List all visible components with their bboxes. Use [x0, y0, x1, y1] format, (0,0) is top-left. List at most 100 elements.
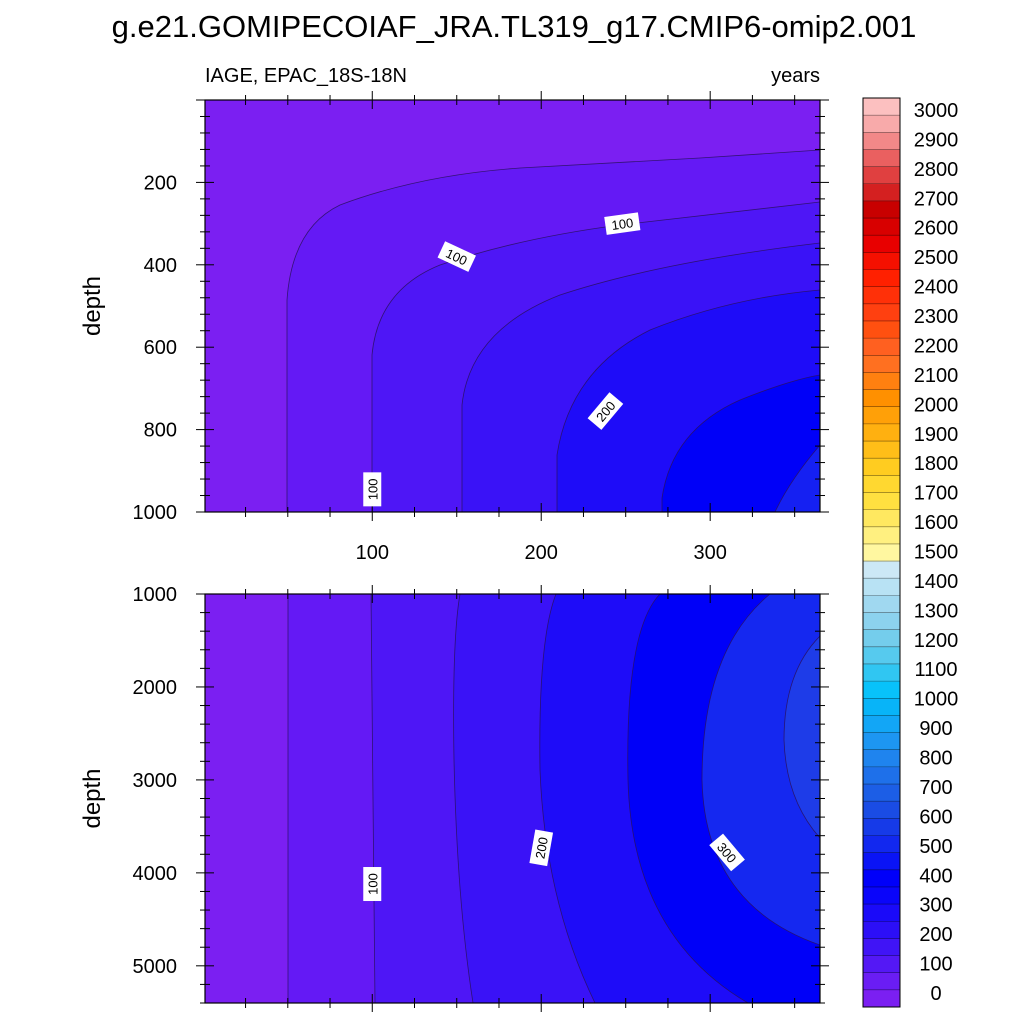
contour-label-text: 200: [532, 836, 551, 860]
colorbar-swatch: [863, 338, 900, 356]
colorbar-swatch: [863, 475, 900, 493]
upper-contour-line: [661, 374, 820, 512]
upper-panel-plot: [205, 100, 820, 512]
units-label: years: [771, 65, 820, 87]
colorbar-swatch: [863, 955, 900, 973]
colorbar-label: 1400: [914, 571, 959, 593]
contour-label-box: [529, 829, 554, 867]
upper-contour-line: [461, 242, 820, 512]
colorbar-label: 2200: [914, 335, 959, 357]
y-tick-label: 4000: [133, 863, 178, 885]
colorbar-label: 1300: [914, 600, 959, 622]
colorbar-swatch: [863, 320, 900, 339]
chart-title: g.e21.GOMIPECOIAF_JRA.TL319_g17.CMIP6-om…: [112, 9, 917, 44]
colorbar-swatch: [863, 492, 900, 510]
colorbar-swatch: [863, 766, 900, 785]
colorbar-label: 3000: [914, 100, 959, 122]
y-tick-label: 3000: [133, 770, 178, 792]
colorbar-swatch: [863, 286, 900, 305]
contour-label: 100: [604, 212, 641, 235]
colorbar-swatch: [863, 132, 900, 150]
contour-label: 200: [529, 829, 554, 867]
colorbar-swatch: [863, 509, 900, 528]
x-tick-label: 200: [525, 542, 558, 564]
colorbar-label: 1700: [914, 483, 959, 505]
colorbar-label: 400: [919, 865, 952, 887]
contour-label-text: 100: [611, 215, 635, 233]
contour-label-text: 100: [365, 478, 380, 500]
upper-level-5-band: [662, 375, 820, 512]
colorbar-label: 900: [919, 718, 952, 740]
contour-label-box: [709, 833, 745, 872]
y-tick-label: 1000: [133, 584, 178, 606]
y-tick-label: 400: [144, 255, 177, 277]
y-tick-label: 200: [144, 172, 177, 194]
colorbar-swatch: [863, 972, 900, 991]
upper-contour-lines: [286, 149, 820, 512]
colorbar-label: 2800: [914, 159, 959, 181]
colorbar-swatch: [863, 989, 900, 1008]
colorbar-swatch: [863, 98, 900, 116]
y-tick-label: 2000: [133, 677, 178, 699]
colorbar-label: 1100: [914, 659, 957, 681]
colorbar-label: 1900: [914, 424, 959, 446]
y-axis-label: depth: [79, 276, 106, 336]
colorbar-label: 300: [919, 895, 952, 917]
contour-label: 100: [363, 472, 382, 507]
contour-label: 100: [363, 867, 382, 902]
colorbar-frame: [862, 97, 901, 1008]
lower-axes: 1000 2000 3000 4000 5000 depth: [79, 584, 829, 1012]
lower-panel-plot: [205, 594, 820, 1003]
colorbar-swatch: [863, 543, 900, 562]
lower-contour-line: [370, 594, 376, 1003]
colorbar-swatch: [863, 578, 900, 596]
colorbar-label: 2400: [914, 277, 959, 299]
lower-contour-line: [627, 594, 749, 1003]
colorbar-swatch: [863, 749, 900, 768]
colorbar-label: 2900: [914, 129, 959, 151]
contour-label-box: [437, 241, 476, 272]
colorbar-label: 0: [930, 983, 941, 1005]
x-tick-label: 300: [693, 542, 726, 564]
colorbar-swatch: [863, 166, 900, 185]
contour-label-box: [604, 212, 641, 235]
colorbar-swatch: [863, 200, 900, 219]
colorbar-swatch: [863, 681, 900, 699]
colorbar-swatch: [863, 303, 900, 322]
colorbar-label: 100: [919, 954, 952, 976]
colorbar-swatch: [863, 732, 900, 751]
contour-labels: 100 100 100 200 100 200 300: [363, 212, 745, 902]
variable-label: IAGE, EPAC_18S-18N: [205, 65, 407, 87]
upper-level-6-band: [775, 445, 820, 512]
y-axis-label: depth: [79, 768, 106, 828]
upper-axes: 200 400 600 800 1000 depth 100 200 300: [79, 91, 829, 564]
colorbar-swatch: [863, 252, 900, 270]
colorbar-label: 2300: [914, 306, 959, 328]
colorbar-swatch: [863, 835, 900, 853]
colorbar-label: 1800: [914, 453, 959, 475]
colorbar-swatch: [863, 698, 900, 716]
colorbar-swatch: [863, 441, 900, 459]
colorbar-swatch: [863, 921, 900, 939]
colorbar-swatch: [863, 852, 900, 871]
colorbar-label: 200: [919, 924, 952, 946]
y-tick-label: 800: [144, 420, 177, 442]
colorbar-swatch: [863, 715, 900, 733]
colorbar-label: 600: [919, 806, 952, 828]
colorbar-swatch: [863, 663, 900, 682]
colorbar-label: 2100: [914, 365, 959, 387]
plot-frame: [204, 99, 821, 513]
colorbar-label: 700: [919, 777, 952, 799]
colorbar-swatch: [863, 149, 900, 167]
upper-contour-line: [286, 149, 820, 512]
colorbar-swatch: [863, 183, 900, 202]
lower-contour-line: [701, 594, 820, 946]
lower-contour-line: [453, 594, 474, 1003]
contour-label-box: [363, 472, 382, 507]
colorbar-label: 1500: [914, 542, 959, 564]
upper-contour-line: [774, 444, 820, 512]
contour-label-box: [363, 867, 382, 902]
upper-contour-line: [556, 289, 820, 512]
